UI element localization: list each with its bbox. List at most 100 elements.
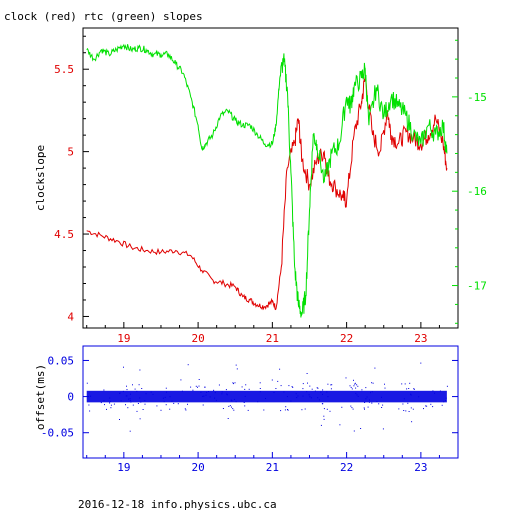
- offset-scatter-point: [284, 409, 286, 411]
- offset-scatter-point: [326, 408, 328, 410]
- offset-scatter-point: [163, 401, 165, 403]
- offset-scatter-point: [100, 402, 102, 404]
- offset-scatter-point: [311, 388, 313, 390]
- offset-scatter-point: [214, 392, 216, 394]
- offset-scatter-point: [384, 387, 386, 389]
- offset-scatter-point: [403, 398, 405, 400]
- offset-scatter-point: [292, 386, 294, 388]
- bottom-x-tick-label: 21: [266, 461, 279, 474]
- offset-scatter-point: [365, 387, 367, 389]
- offset-scatter-point: [241, 386, 243, 388]
- offset-scatter-point: [290, 400, 292, 402]
- offset-scatter-point: [404, 383, 406, 385]
- offset-scatter-point: [372, 382, 374, 384]
- offset-scatter-point: [181, 390, 183, 392]
- offset-scatter-point: [152, 393, 154, 395]
- offset-scatter-point: [351, 407, 353, 409]
- offset-scatter-point: [322, 389, 324, 391]
- offset-scatter-point: [244, 388, 246, 390]
- red-series-line: [86, 77, 448, 311]
- offset-scatter-point: [156, 405, 158, 407]
- offset-scatter-point: [355, 392, 357, 394]
- offset-scatter-point: [364, 402, 366, 403]
- offset-scatter-point: [412, 408, 414, 410]
- offset-scatter-point: [308, 394, 310, 396]
- offset-scatter-point: [165, 387, 167, 389]
- offset-scatter-point: [302, 383, 304, 385]
- offset-scatter-point: [408, 388, 410, 389]
- offset-scatter-point: [341, 406, 343, 408]
- offset-scatter-point: [411, 421, 413, 423]
- offset-scatter-point: [271, 379, 273, 381]
- offset-scatter-point: [403, 410, 405, 411]
- offset-scatter-point: [286, 396, 288, 398]
- offset-scatter-point: [374, 367, 376, 369]
- offset-scatter-point: [259, 388, 261, 389]
- top-chart-frame: [82, 27, 459, 329]
- offset-scatter-point: [187, 364, 189, 366]
- top-y2-tick-label: -16: [467, 185, 487, 198]
- offset-scatter-point: [287, 409, 288, 410]
- offset-scatter-point: [214, 397, 216, 399]
- footer-text: 2016-12-18 info.physics.ubc.ca: [78, 498, 277, 511]
- offset-scatter-point: [233, 409, 235, 411]
- offset-scatter-point: [205, 394, 207, 396]
- offset-scatter-point: [354, 383, 356, 385]
- offset-scatter-point: [360, 428, 362, 429]
- offset-scatter-point: [350, 405, 352, 407]
- green-series-line: [86, 43, 448, 318]
- bottom-x-tick-label: 19: [117, 461, 130, 474]
- offset-scatter-point: [382, 428, 384, 430]
- offset-scatter-point: [90, 395, 92, 397]
- offset-scatter-point: [244, 405, 246, 407]
- offset-scatter-point: [231, 406, 232, 408]
- top-y-tick-label: 4: [67, 310, 74, 323]
- offset-scatter-point: [287, 409, 289, 411]
- offset-scatter-point: [364, 408, 365, 410]
- offset-scatter-point: [426, 405, 428, 407]
- bottom-chart: offset(ms) 19 20 21 22 23 0.05 0 -0.05: [34, 345, 459, 474]
- offset-scatter-point: [402, 403, 404, 405]
- bottom-y-tick-label: 0: [67, 391, 74, 404]
- offset-scatter-point: [230, 399, 232, 401]
- offset-scatter-point: [103, 400, 105, 402]
- offset-scatter-point: [130, 393, 131, 395]
- offset-scatter-point: [351, 388, 353, 390]
- offset-scatter-point: [330, 388, 332, 390]
- offset-scatter-point: [126, 385, 127, 387]
- offset-scatter-point: [365, 398, 367, 400]
- offset-scatter-point: [371, 382, 373, 384]
- offset-scatter-point: [138, 384, 140, 386]
- offset-scatter-point: [198, 379, 200, 380]
- bottom-y-axis-label: offset(ms): [34, 364, 47, 430]
- offset-scatter-point: [141, 388, 143, 389]
- offset-scatter-point: [150, 391, 152, 393]
- top-x-tick-label: 22: [340, 332, 353, 345]
- offset-scatter-point: [326, 391, 328, 393]
- offset-scatter-point: [126, 389, 128, 391]
- top-y-tick-label: 5: [67, 146, 74, 159]
- offset-scatter-point: [291, 386, 293, 388]
- offset-scatter-point: [327, 383, 329, 385]
- bottom-x-tick-label: 22: [340, 461, 353, 474]
- offset-scatter-point: [409, 382, 411, 384]
- offset-scatter-point: [203, 395, 205, 397]
- offset-scatter-point: [140, 401, 142, 403]
- offset-scatter-point: [127, 407, 129, 409]
- offset-scatter-point: [202, 404, 204, 406]
- offset-scatter-point: [310, 397, 312, 399]
- offset-scatter-point: [306, 391, 308, 393]
- offset-scatter-point: [243, 402, 245, 403]
- offset-scatter-point: [122, 390, 124, 392]
- offset-scatter-point: [345, 377, 347, 379]
- offset-scatter-point: [318, 399, 320, 401]
- offset-scatter-point: [434, 392, 436, 394]
- offset-scatter-point: [232, 382, 234, 384]
- offset-scatter-point: [279, 368, 281, 370]
- offset-scatter-point: [247, 409, 249, 411]
- offset-scatter-point: [288, 385, 290, 387]
- offset-scatter-point: [109, 397, 111, 399]
- offset-scatter-point: [244, 395, 246, 397]
- offset-scatter-point: [367, 406, 369, 408]
